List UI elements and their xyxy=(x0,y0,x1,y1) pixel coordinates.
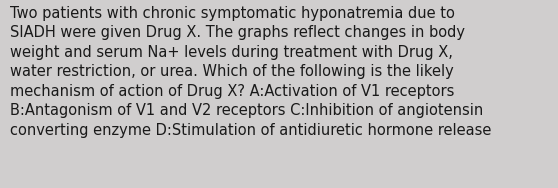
Text: Two patients with chronic symptomatic hyponatremia due to
SIADH were given Drug : Two patients with chronic symptomatic hy… xyxy=(10,6,492,138)
